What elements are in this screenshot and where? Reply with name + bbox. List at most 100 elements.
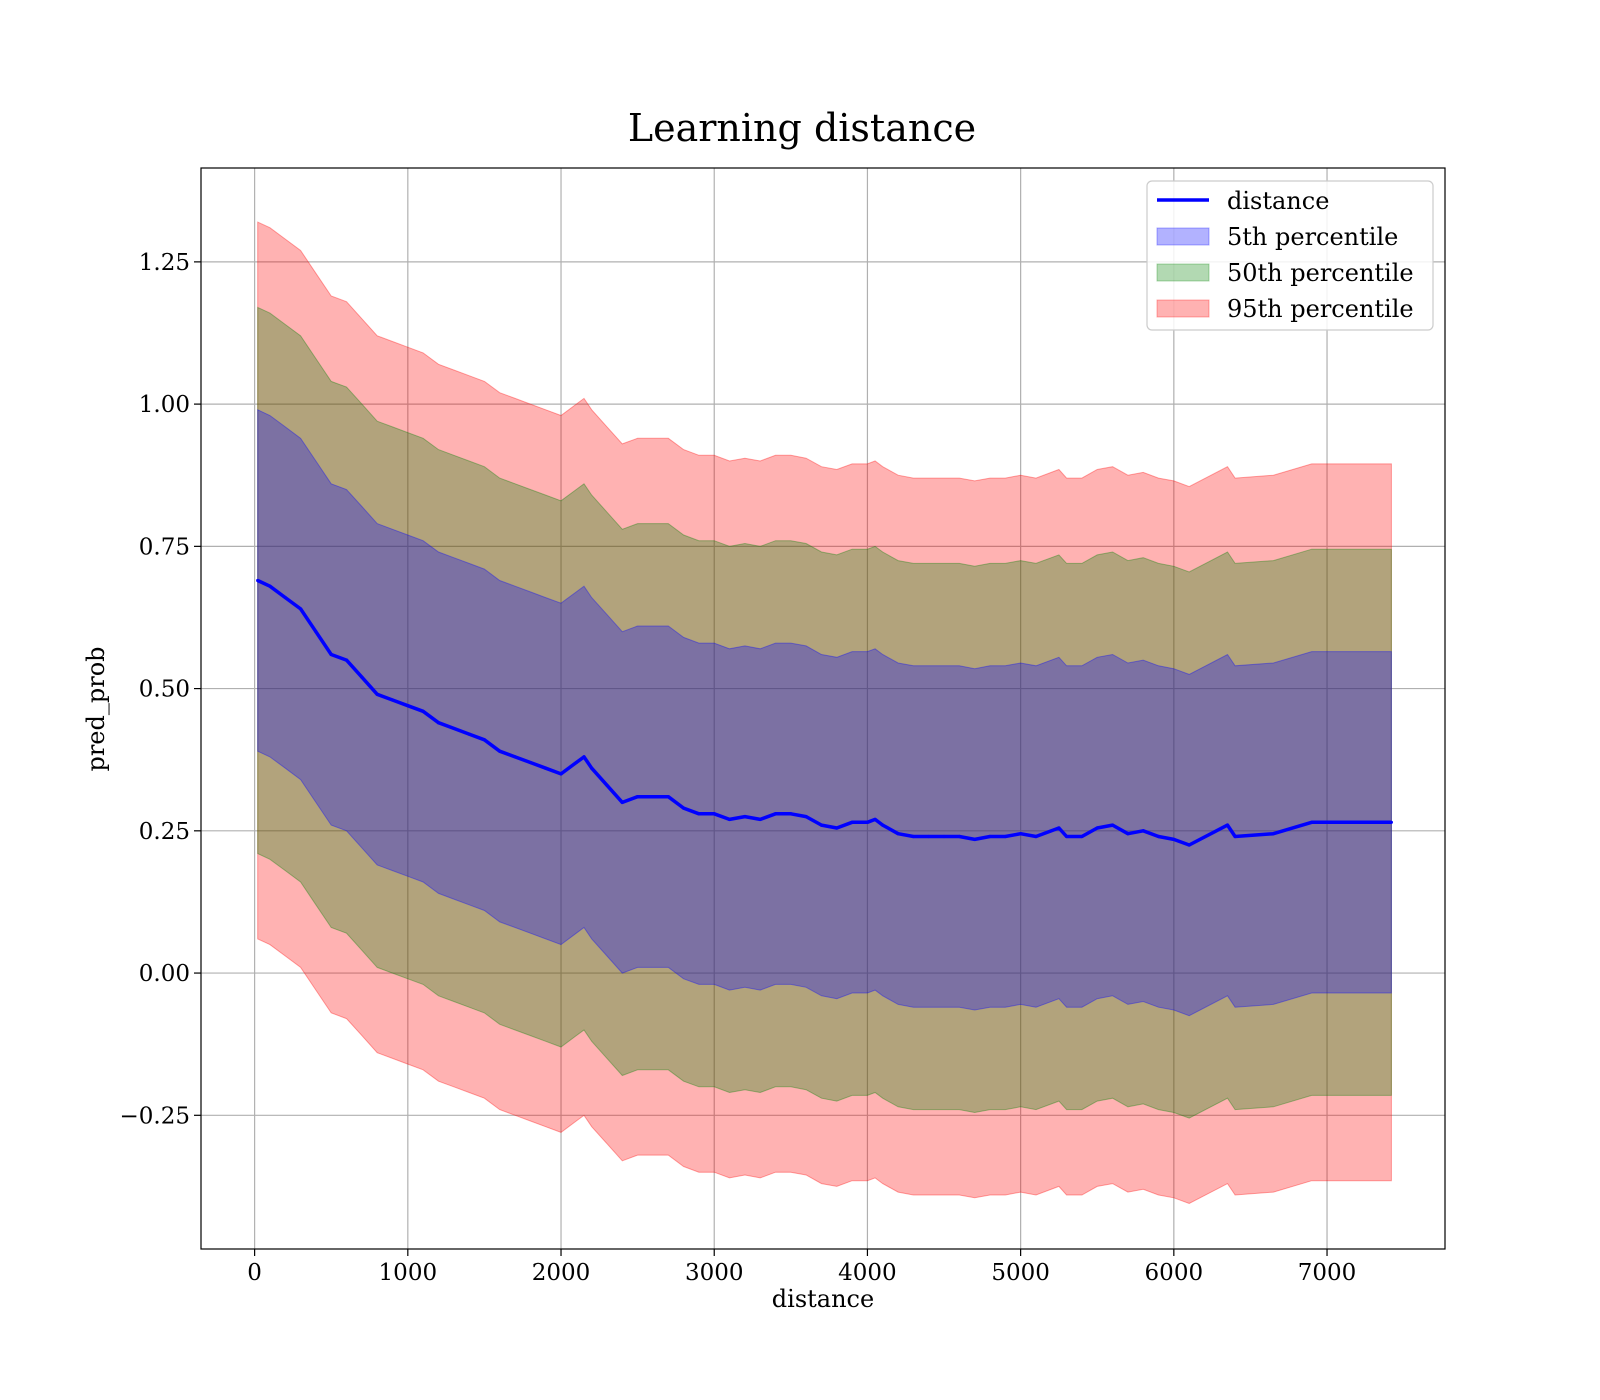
data-point-40 (850, 820, 854, 824)
data-point-0 (256, 578, 260, 583)
data-point-28 (666, 795, 670, 799)
x-tick-label-2: 2000 (532, 1260, 591, 1286)
data-point-14 (467, 732, 471, 736)
data-point-46 (927, 834, 931, 839)
data-point-19 (544, 766, 548, 770)
chart-title: Learning distance (628, 106, 976, 150)
data-point-17 (513, 755, 517, 759)
legend: distance 5th percentile 50th percentile … (1146, 180, 1434, 331)
data-point-41 (865, 820, 870, 824)
legend-label-95th: 95th percentile (1227, 295, 1414, 323)
percentile-bands (257, 221, 1392, 1205)
data-point-25 (620, 800, 624, 804)
legend-label-5th: 5th percentile (1227, 223, 1398, 251)
data-point-65 (1233, 834, 1237, 839)
data-point-24 (605, 783, 609, 787)
data-point-44 (896, 832, 900, 836)
data-point-10 (406, 704, 410, 708)
data-point-61 (1156, 834, 1161, 839)
data-point-67 (1310, 820, 1314, 824)
data-point-33 (743, 815, 747, 819)
data-point-13 (452, 726, 456, 731)
data-point-68 (1389, 820, 1393, 824)
legend-label-50th: 50th percentile (1227, 259, 1414, 287)
data-point-53 (1034, 834, 1038, 839)
data-point-15 (482, 738, 487, 742)
data-point-50 (988, 834, 992, 839)
data-point-18 (528, 760, 532, 765)
data-point-11 (421, 709, 425, 713)
legend-box (1146, 180, 1434, 331)
x-axis-ticks: 0 1000 2000 3000 4000 5000 6000 7000 (247, 1249, 1356, 1286)
y-axis-ticks: −0.25 0.00 0.25 0.50 0.75 1.00 1.25 (120, 250, 201, 1129)
x-tick-label-7: 7000 (1298, 1260, 1357, 1286)
data-point-52 (1019, 832, 1023, 836)
data-point-38 (819, 823, 824, 827)
data-point-8 (375, 692, 379, 696)
y-tick-label-3: 0.50 (139, 677, 190, 703)
x-tick-label-1: 1000 (379, 1260, 438, 1286)
x-tick-label-6: 6000 (1145, 1260, 1204, 1286)
band-50th (257, 306, 1392, 1119)
data-point-3 (298, 607, 303, 611)
data-point-30 (697, 812, 701, 816)
y-tick-label-4: 0.75 (139, 534, 190, 560)
data-point-47 (942, 834, 946, 839)
data-point-45 (911, 834, 915, 839)
data-point-34 (758, 817, 762, 822)
data-point-49 (973, 837, 977, 841)
data-point-23 (590, 766, 594, 770)
data-point-64 (1225, 823, 1230, 827)
data-point-59 (1126, 832, 1130, 836)
data-point-62 (1172, 837, 1176, 841)
data-point-26 (636, 795, 640, 799)
data-point-6 (344, 658, 349, 662)
data-point-48 (957, 834, 961, 839)
data-point-54 (1057, 826, 1061, 830)
distance-line-layer (256, 578, 1393, 847)
plot-frame (200, 167, 1446, 1250)
y-tick-label-5: 1.00 (139, 392, 190, 418)
data-point-51 (1003, 834, 1007, 839)
data-point-60 (1141, 829, 1145, 833)
x-tick-label-5: 5000 (991, 1260, 1050, 1286)
band-5th (257, 409, 1392, 1017)
data-point-2 (283, 595, 287, 600)
data-point-37 (804, 815, 808, 819)
y-tick-label-1: 0.00 (139, 961, 190, 987)
data-point-5 (329, 652, 333, 657)
legend-swatch-50th (1156, 263, 1210, 282)
data-point-55 (1064, 834, 1069, 839)
data-point-32 (727, 817, 732, 822)
data-point-35 (773, 812, 778, 816)
data-point-7 (360, 675, 364, 679)
grid-lines (201, 168, 1445, 1249)
data-point-27 (651, 795, 655, 799)
y-axis-label: pred_prob (82, 646, 110, 771)
data-point-36 (789, 812, 793, 816)
data-point-57 (1095, 826, 1099, 830)
data-point-4 (314, 630, 318, 634)
data-point-42 (873, 817, 877, 822)
data-point-20 (559, 772, 563, 776)
data-point-66 (1271, 832, 1276, 836)
x-tick-label-0: 0 (247, 1260, 262, 1286)
band-95th (257, 221, 1392, 1205)
data-point-21 (574, 760, 578, 765)
y-tick-label-0: −0.25 (120, 1103, 190, 1129)
data-point-63 (1187, 843, 1191, 847)
x-tick-label-4: 4000 (838, 1260, 897, 1286)
data-point-16 (498, 749, 502, 753)
y-tick-label-2: 0.25 (139, 819, 190, 845)
data-point-58 (1110, 823, 1115, 827)
data-point-29 (681, 806, 686, 810)
x-tick-label-3: 3000 (685, 1260, 744, 1286)
data-point-56 (1080, 834, 1084, 839)
data-point-31 (712, 812, 716, 816)
data-point-39 (835, 826, 839, 830)
data-point-9 (390, 698, 395, 702)
legend-swatch-5th (1156, 227, 1210, 246)
data-point-12 (436, 721, 441, 725)
data-point-43 (881, 823, 885, 827)
legend-swatch-95th (1156, 299, 1210, 318)
